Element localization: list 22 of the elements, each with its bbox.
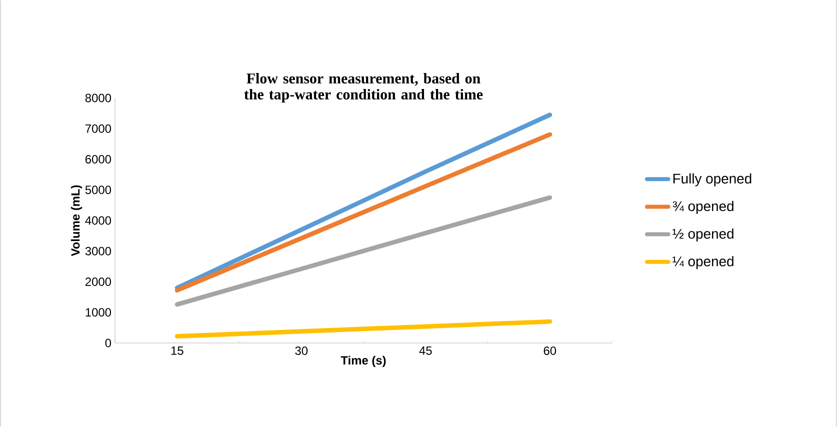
y-tick-label: 7000 <box>86 124 112 133</box>
y-tick-label: 4000 <box>85 216 112 225</box>
x-tick-label: 60 <box>544 346 556 355</box>
y-tick-label: 3000 <box>85 246 112 256</box>
legend-label: Fully opened <box>673 173 752 186</box>
x-tick-label: 30 <box>295 346 308 355</box>
y-tick-label: 2000 <box>85 278 112 286</box>
y-tick-label: 8000 <box>85 94 112 102</box>
x-tick-label: 15 <box>171 346 184 355</box>
y-tick-label: 6000 <box>86 155 112 164</box>
chart-title: Flow sensor measurement, based on the tap-water condition and the time <box>244 73 483 103</box>
legend-label: ½ opened <box>672 228 734 242</box>
line-series <box>174 195 552 307</box>
y-tick-label: 0 <box>105 338 112 348</box>
y-tick-label: 5000 <box>85 186 112 194</box>
x-tick-label: 45 <box>419 346 432 355</box>
y-tick-label: 1000 <box>86 308 112 317</box>
line-series <box>174 319 552 339</box>
legend-label: ¼ opened <box>672 256 734 270</box>
y-axis-title: Volume (mL) <box>70 185 82 256</box>
x-axis-title: Time (s) <box>340 356 386 367</box>
legend-label: ¾ opened <box>672 200 734 214</box>
